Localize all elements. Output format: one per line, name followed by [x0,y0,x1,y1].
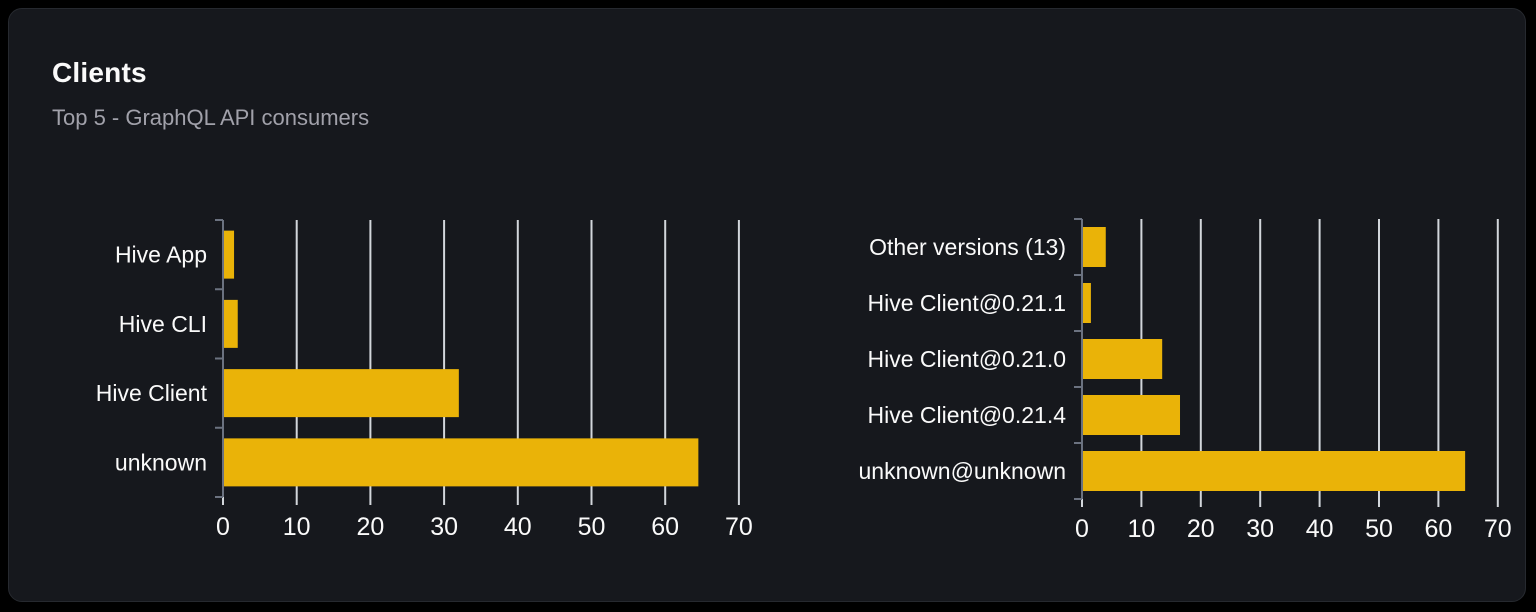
category-label-hive-app: Hive App [115,242,207,268]
clients-by-name-chart: Hive App Hive CLI Hive Client unknown 0 10 20 3… [96,219,753,541]
category-label-hive-client: Hive Client [96,380,208,406]
x-tick-label-40: 40 [1306,515,1334,543]
bar-unknown[interactable] [223,438,699,487]
x-tick-label-0: 0 [1075,515,1089,543]
category-label-unknown-unknown: unknown@unknown [859,458,1066,484]
category-label-other-versions-13: Other versions (13) [869,234,1066,260]
bar-hive-client-0-21-4[interactable] [1082,395,1181,435]
category-label-hive-client-0-21-1: Hive Client@0.21.1 [868,290,1067,316]
x-tick-label-10: 10 [1127,515,1155,543]
x-tick-label-60: 60 [651,513,679,541]
x-tick-label-50: 50 [1365,515,1393,543]
x-tick-label-40: 40 [504,513,532,541]
bar-hive-client-0-21-0[interactable] [1082,339,1163,379]
x-tick-label-20: 20 [356,513,384,541]
x-tick-label-60: 60 [1424,515,1452,543]
x-tick-label-10: 10 [283,513,311,541]
clients-card: Clients Top 5 - GraphQL API consumers Hi… [8,8,1526,602]
x-tick-label-50: 50 [578,513,606,541]
x-tick-label-70: 70 [725,513,753,541]
bar-hive-client[interactable] [223,369,459,418]
category-label-hive-cli: Hive CLI [119,311,207,337]
bar-unknown-unknown[interactable] [1082,451,1466,491]
clients-by-version-chart: Other versions (13) Hive Client@0.21.1 Hiv… [859,218,1512,543]
x-tick-label-30: 30 [430,513,458,541]
bar-hive-client-0-21-1[interactable] [1082,283,1091,323]
page-subtitle: Top 5 - GraphQL API consumers [52,105,370,130]
category-label-hive-client-0-21-4: Hive Client@0.21.4 [868,402,1067,428]
category-label-hive-client-0-21-0: Hive Client@0.21.0 [868,346,1067,372]
x-tick-label-0: 0 [216,513,230,541]
x-tick-label-20: 20 [1187,515,1215,543]
bar-other-versions-13[interactable] [1082,227,1106,267]
bar-hive-app[interactable] [223,230,235,279]
x-tick-label-30: 30 [1246,515,1274,543]
category-label-unknown: unknown [115,449,207,475]
page-title: Clients [52,57,147,88]
bar-hive-cli[interactable] [223,299,238,348]
x-tick-label-70: 70 [1484,515,1512,543]
